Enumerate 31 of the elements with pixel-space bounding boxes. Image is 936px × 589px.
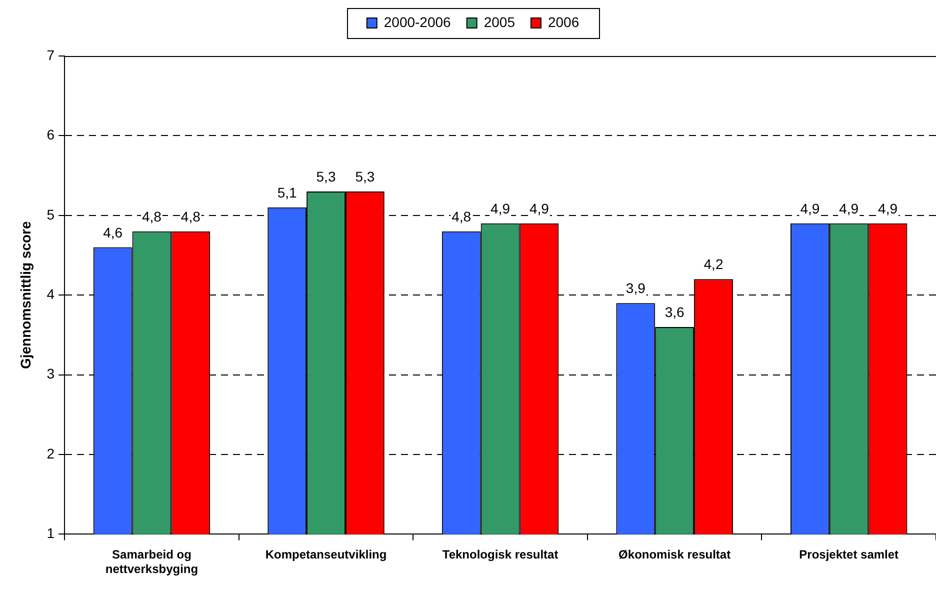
x-tick-label: Teknologisk resultat <box>442 548 558 562</box>
data-label: 4,8 <box>142 208 162 224</box>
data-label: 4,8 <box>452 208 472 224</box>
y-tick-label: 6 <box>46 126 55 143</box>
data-label: 5,3 <box>355 168 375 184</box>
x-tick-label: Kompetanseutvikling <box>265 548 387 562</box>
y-tick-label: 4 <box>46 286 55 302</box>
data-label: 3,6 <box>664 304 685 320</box>
x-tick-label: Prosjektet samlet <box>799 548 899 562</box>
data-label: 4,8 <box>180 208 201 224</box>
legend-label: 2006 <box>548 14 580 30</box>
data-label: 5,3 <box>316 168 336 184</box>
data-label: 4,9 <box>490 200 510 216</box>
y-axis-title: Gjennomsnittlig score <box>17 220 34 370</box>
x-tick-label: Økonomisk resultat <box>618 548 731 562</box>
data-label: 4,6 <box>103 224 123 240</box>
y-tick-label: 7 <box>46 46 55 63</box>
y-tick-label: 3 <box>46 366 55 382</box>
x-tick-label: Samarbeid og nettverksbyging <box>105 548 198 576</box>
legend-label: 2000-2006 <box>384 14 452 30</box>
y-tick-label: 1 <box>46 525 55 542</box>
y-tick-label: 2 <box>46 445 55 462</box>
y-tick-label: 5 <box>46 206 55 222</box>
data-label: 4,9 <box>839 200 859 216</box>
data-label: 4,9 <box>800 200 820 216</box>
data-label: 5,1 <box>277 184 298 200</box>
data-label: 4,9 <box>529 200 550 216</box>
legend-label: 2005 <box>484 14 516 30</box>
data-label: 3,9 <box>626 280 646 296</box>
data-label: 4,2 <box>704 256 724 272</box>
data-label: 4,9 <box>878 200 898 216</box>
